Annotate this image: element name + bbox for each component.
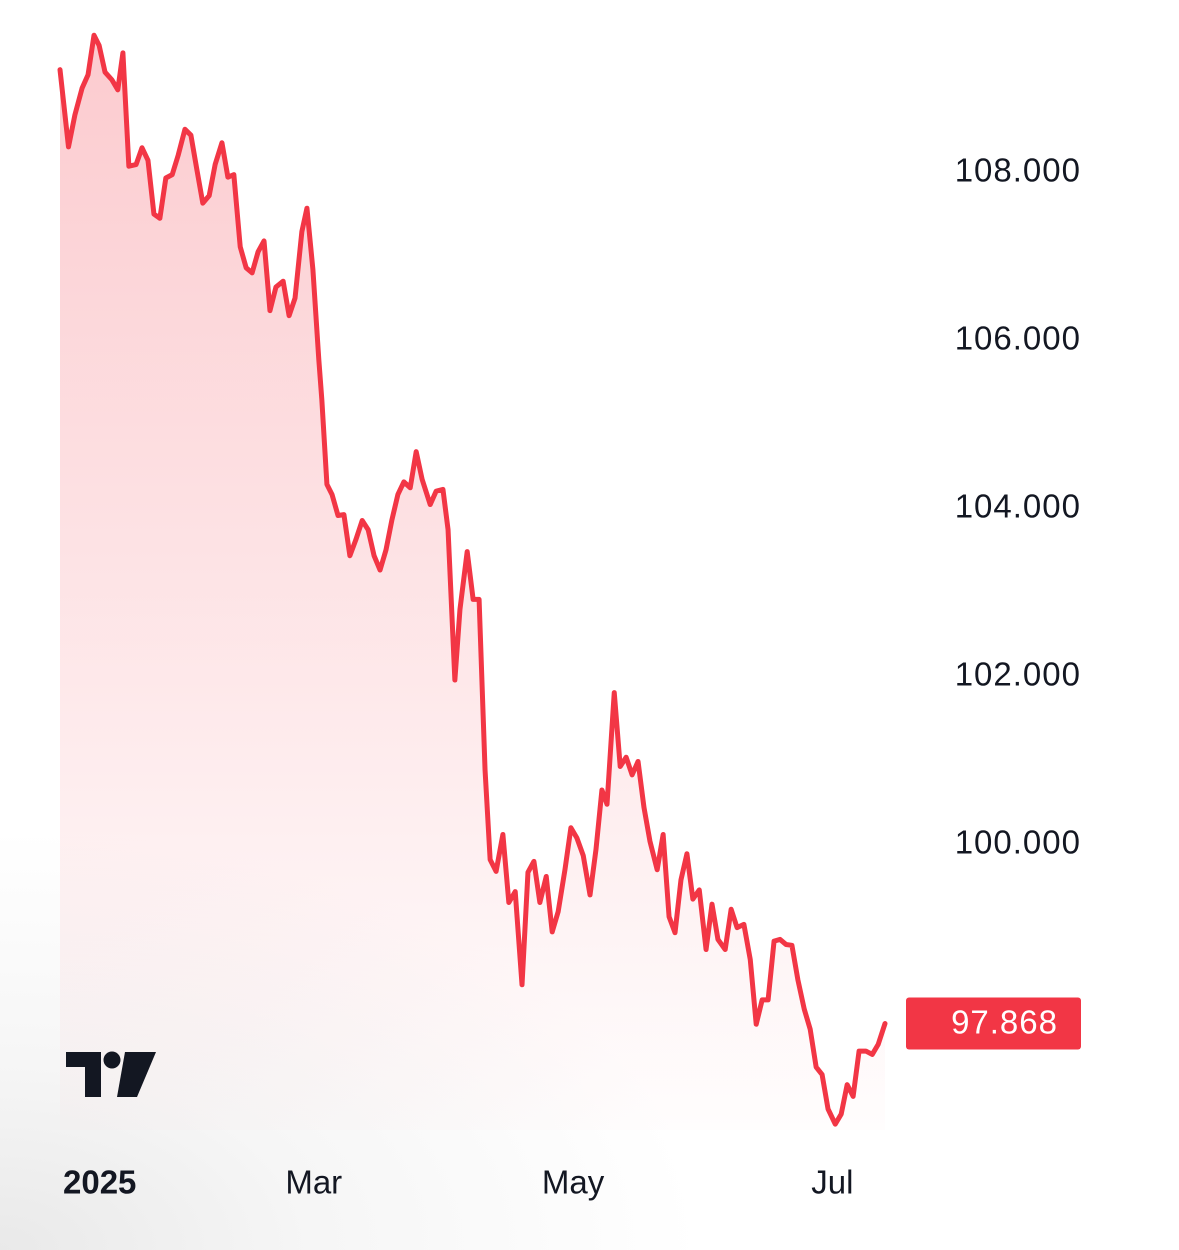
y-tick-label: 100.000 (955, 823, 1081, 860)
x-tick-label: May (542, 1164, 605, 1201)
y-tick-label: 108.000 (955, 152, 1081, 189)
price-line (57, 32, 888, 1127)
last-price-label: 97.868 (951, 1003, 1058, 1040)
y-tick-label: 104.000 (955, 487, 1081, 524)
y-tick-label: 106.000 (955, 320, 1081, 357)
x-tick-label: 2025 (63, 1164, 136, 1201)
tradingview-logo (66, 1051, 156, 1097)
x-tick-label: Mar (285, 1164, 342, 1201)
x-tick-label: Jul (811, 1164, 853, 1201)
y-tick-label: 102.000 (955, 655, 1081, 692)
area (60, 35, 885, 1130)
last-price-box (906, 997, 1081, 1050)
